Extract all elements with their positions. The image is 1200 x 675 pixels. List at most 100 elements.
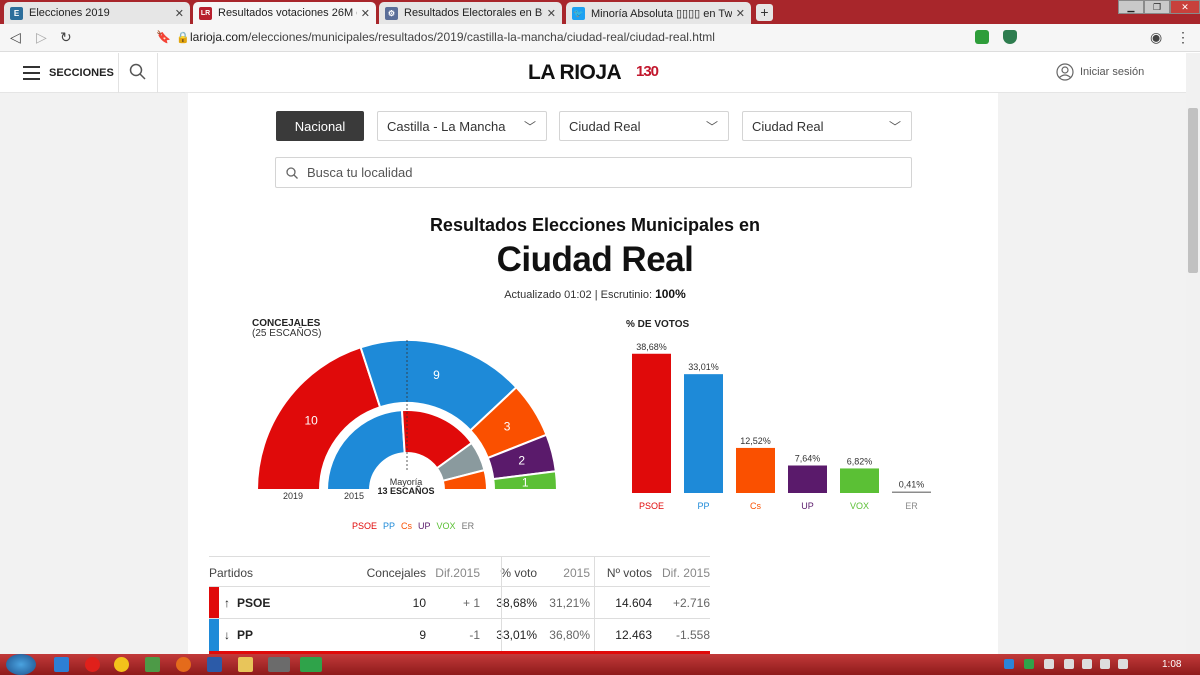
- votes-diff: +2.716: [672, 596, 710, 610]
- vote-bar-psoe: [632, 353, 671, 493]
- close-window-button[interactable]: ✕: [1170, 0, 1200, 14]
- active-app-icon[interactable]: [300, 657, 322, 672]
- header-pct-voto: % voto: [500, 566, 537, 580]
- start-button[interactable]: [6, 654, 36, 675]
- seats-hemicycle-chart: 10 9 3 2 1: [255, 339, 559, 491]
- menu-icon[interactable]: ⋮: [1176, 29, 1190, 45]
- ie-icon[interactable]: [54, 657, 69, 672]
- network-icon[interactable]: [1082, 659, 1092, 669]
- shield-icon[interactable]: [1003, 30, 1017, 44]
- divider: [594, 619, 595, 654]
- party-name: PSOE: [237, 596, 271, 610]
- locality-search-input[interactable]: Busca tu localidad: [275, 157, 912, 188]
- updated-label: Actualizado 01:02 | Escrutinio:: [504, 289, 652, 301]
- updated-info: Actualizado 01:02 | Escrutinio: 100%: [380, 287, 810, 301]
- legend-er: ER: [461, 521, 475, 531]
- reload-icon[interactable]: ↻: [60, 29, 72, 45]
- hamburger-icon[interactable]: [23, 66, 40, 80]
- tray-icon[interactable]: [1004, 659, 1014, 669]
- results-title: Resultados Elecciones Municipales en: [429, 215, 761, 235]
- windows-taskbar: 1:08: [0, 654, 1200, 675]
- vote-pct-2015: 36,80%: [549, 628, 590, 642]
- app-icon[interactable]: [145, 657, 160, 672]
- city-name: Ciudad Real: [496, 240, 694, 279]
- tab-resultados-26m[interactable]: LR Resultados votaciones 26M en Ciu ✕: [193, 2, 376, 24]
- account-icon[interactable]: ◉: [1150, 29, 1163, 45]
- votes: 14.604: [615, 596, 652, 610]
- chevron-down-icon: ﹀: [523, 120, 536, 134]
- vote-bar-cs: [736, 447, 775, 493]
- header-2015: 2015: [563, 566, 590, 580]
- province-select-value: Ciudad Real: [569, 118, 641, 134]
- divider: [594, 587, 595, 618]
- vote-pct-2015: 31,21%: [549, 596, 590, 610]
- legend-vox: VOX: [436, 521, 456, 531]
- close-icon[interactable]: ✕: [546, 7, 556, 20]
- extension-chat-icon[interactable]: [975, 30, 989, 44]
- province-select[interactable]: Ciudad Real ﹀: [559, 111, 729, 141]
- tab-resultados-burgos[interactable]: ⚙ Resultados Electorales en Burgos: ✕: [379, 2, 562, 24]
- tab-title: Minoría Absoluta ▯▯▯▯ en Twitter: [591, 7, 732, 20]
- minimize-button[interactable]: ▁: [1118, 0, 1144, 14]
- word-icon[interactable]: [207, 657, 222, 672]
- tray-icon[interactable]: [1024, 659, 1034, 669]
- url-path: /elecciones/municipales/resultados/2019/…: [248, 30, 715, 44]
- folder-icon[interactable]: [238, 657, 253, 672]
- vote-pct: 38,68%: [496, 596, 537, 610]
- vote-bar-value-label: 0,41%: [899, 480, 925, 490]
- opera-icon[interactable]: [85, 657, 100, 672]
- divider: [157, 53, 158, 93]
- volume-icon[interactable]: [1100, 659, 1110, 669]
- majority-label: Mayoría: [389, 477, 423, 487]
- login-link[interactable]: Iniciar sesión: [1080, 66, 1145, 78]
- maximize-button[interactable]: ❐: [1144, 0, 1170, 14]
- logo-anniversary-mark: 130: [636, 63, 659, 80]
- header-concejales: Concejales: [366, 566, 426, 580]
- tab-title: Elecciones 2019: [29, 7, 110, 19]
- tray-icon[interactable]: [1044, 659, 1054, 669]
- scrutiny-value: 100%: [655, 287, 686, 301]
- forward-icon[interactable]: ▷: [36, 29, 47, 45]
- municipality-select-value: Ciudad Real: [752, 118, 824, 134]
- region-select-value: Castilla - La Mancha: [387, 118, 506, 134]
- app-window-icon[interactable]: [268, 657, 290, 672]
- tab-strip: E Elecciones 2019 ✕ LR Resultados votaci…: [0, 0, 1200, 24]
- scrollbar-thumb[interactable]: [1188, 108, 1198, 273]
- bookmark-icon[interactable]: 🔖: [156, 30, 171, 44]
- seat-count-label: 2: [518, 454, 525, 468]
- tab-minoria-absoluta[interactable]: 🐦 Minoría Absoluta ▯▯▯▯ en Twitter ✕: [566, 2, 751, 24]
- chrome-icon[interactable]: [114, 657, 129, 672]
- sections-button[interactable]: SECCIONES: [49, 67, 114, 79]
- search-icon[interactable]: [129, 63, 147, 81]
- municipality-select[interactable]: Ciudad Real ﹀: [742, 111, 912, 141]
- region-select[interactable]: Castilla - La Mancha ﹀: [377, 111, 547, 141]
- seats-diff: + 1: [462, 596, 480, 610]
- close-icon[interactable]: ✕: [174, 7, 184, 20]
- user-icon[interactable]: [1056, 63, 1074, 81]
- party-color-swatch: [209, 619, 219, 654]
- new-tab-button[interactable]: +: [756, 4, 773, 21]
- seat-arc-2015-cs: [441, 468, 489, 491]
- seats-heading: CONCEJALES: [252, 318, 321, 329]
- seats-subheading: (25 ESCAÑOS): [252, 328, 322, 339]
- site-logo[interactable]: LA RIOJA: [528, 61, 622, 84]
- table-row[interactable]: ↓ PP 9 -1 33,01% 36,80% 12.463 -1.558: [209, 619, 710, 654]
- dropbox-icon[interactable]: [1064, 659, 1074, 669]
- flag-icon[interactable]: [1118, 659, 1128, 669]
- lock-icon: 🔒: [176, 32, 190, 44]
- url-field[interactable]: larioja.com/elecciones/municipales/resul…: [190, 30, 715, 44]
- close-icon[interactable]: ✕: [735, 7, 745, 20]
- nacional-button[interactable]: Nacional: [276, 111, 364, 141]
- votes-bar-chart: 38,68% PSOE 33,01% PP 12,52% Cs 7,64% UP 6,82% VO…: [632, 342, 931, 511]
- vote-bar-category-label: PSOE: [639, 501, 664, 511]
- table-row[interactable]: ↑ PSOE 10 + 1 38,68% 31,21% 14.604 +2.71…: [209, 587, 710, 619]
- votes: 12.463: [615, 628, 652, 642]
- vote-bar-er: [892, 491, 931, 493]
- close-icon[interactable]: ✕: [360, 7, 370, 20]
- seat-arc-2019-vox: [492, 470, 559, 491]
- back-icon[interactable]: ◁: [10, 29, 21, 45]
- seat-count-label: 10: [304, 413, 318, 427]
- tab-elecciones-2019[interactable]: E Elecciones 2019 ✕: [4, 2, 190, 24]
- vote-bar-category-label: VOX: [850, 501, 869, 511]
- firefox-icon[interactable]: [176, 657, 191, 672]
